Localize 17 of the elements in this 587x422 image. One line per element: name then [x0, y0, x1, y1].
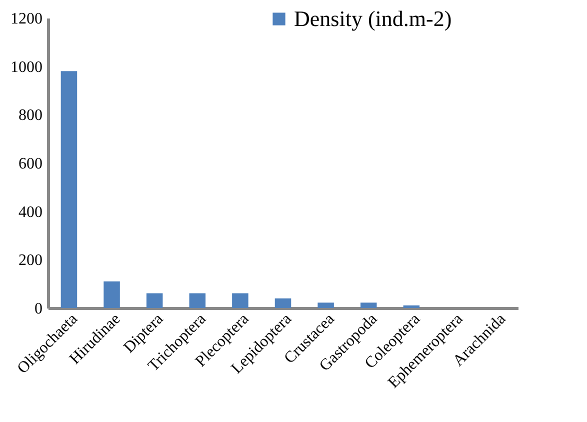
bar: [60, 71, 78, 308]
y-tick-label: 1200: [10, 10, 42, 28]
legend-label: Density (ind.m-2): [294, 6, 452, 31]
bar: [318, 302, 334, 308]
y-tick-label: 600: [18, 156, 42, 172]
y-tick-label: 400: [18, 204, 42, 221]
y-tick-label: 0: [34, 300, 42, 318]
bar: [274, 298, 292, 308]
y-tick-label: 200: [18, 252, 42, 270]
bar: [189, 293, 206, 308]
bar: [403, 305, 420, 308]
y-tick-label: 800: [18, 107, 42, 124]
bar: [104, 281, 120, 308]
y-tick-label: 1000: [10, 58, 42, 76]
bar: [360, 302, 377, 308]
bar: [232, 293, 248, 308]
bar: [146, 293, 163, 308]
